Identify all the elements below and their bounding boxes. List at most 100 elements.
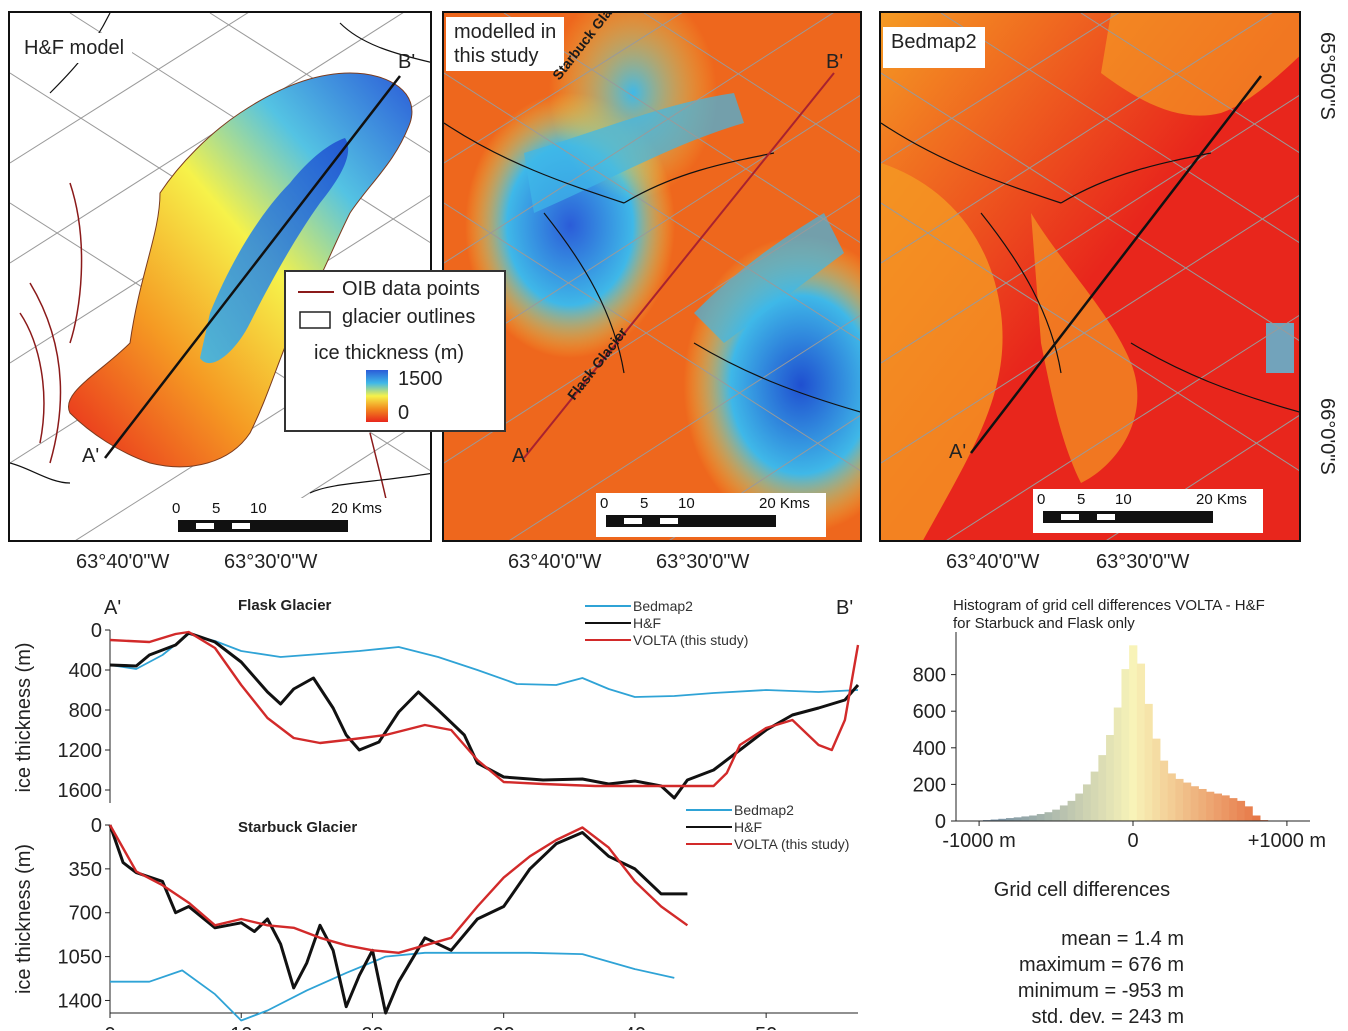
starbuck-profile-chart: 0 350 700 1050 1400 0 10 20 30 40 50 ice thickness … [13,802,858,1030]
series-line-1 [109,631,860,800]
legend-label: VOLTA (this study) [734,836,849,852]
chart-title: Starbuck Glacier [238,819,357,836]
chart-title: Flask Glacier [238,597,332,614]
x-tick-label: 30 [493,1024,515,1030]
lon-tick: 63°30'0"W [656,551,750,573]
y-tick-label: 1050 [58,947,103,969]
histogram-bar [1113,707,1122,821]
point-b-label: B' [826,51,844,73]
histogram-bar [1206,791,1215,821]
lon-tick: 63°40'0"W [946,551,1040,573]
x-tick-label: 50 [755,1024,777,1030]
series-line-2 [109,630,860,788]
y-tick-label: 600 [913,701,946,723]
histogram-bar [1144,703,1153,821]
histogram-bar [1229,798,1238,821]
y-tick-label: 800 [913,665,946,687]
histogram-bar [1075,793,1084,821]
legend-label: H&F [633,615,661,631]
histogram-bar [1013,817,1022,821]
series-line-0 [110,951,675,1022]
map-title: Bedmap2 [883,27,985,68]
point-a-label: A' [82,445,100,467]
y-tick-label: 1200 [58,740,103,762]
legend-label: H&F [734,819,762,835]
legend-oib-label: OIB data points [342,278,480,300]
y-tick-label: 0 [91,620,102,642]
stat-std-dev: std. dev. = 243 m [1031,1006,1185,1028]
stat-minimum: minimum = -953 m [1017,980,1184,1002]
histogram-bar [1106,734,1115,821]
y-tick-label: 350 [69,859,102,881]
map-title: H&F model [16,33,133,63]
scalebar: 0 5 10 20 Kms [596,493,826,537]
x-tick-label: 0 [1127,830,1138,852]
legend-outline-label: glacier outlines [342,306,476,328]
x-tick-label: 40 [624,1024,646,1030]
lon-tick: 63°30'0"W [224,551,318,573]
histogram-bar [1213,793,1222,821]
x-tick-label: 20 [361,1024,383,1030]
legend-label: Bedmap2 [734,802,794,818]
stat-maximum: maximum = 676 m [1018,954,1184,976]
y-tick-label: 1400 [58,990,103,1012]
y-tick-label: 200 [913,774,946,796]
histogram-bar [1244,806,1253,821]
y-tick-label: 0 [91,815,102,837]
map-volta-model: modelled in this study Starbuck Glacier … [442,11,862,542]
histogram-bar [1082,784,1092,821]
legend-label: VOLTA (this study) [633,632,748,648]
series-line-2 [108,824,689,955]
point-a-label: A' [512,445,530,467]
histogram-bar [1052,809,1061,821]
lon-tick: 63°40'0"W [508,551,602,573]
stat-mean: mean = 1.4 m [1061,928,1184,950]
histogram-bar [1221,795,1230,821]
histogram-bar [1059,805,1069,821]
lat-tick: 65°50'0"S [1316,32,1338,120]
map-bedmap2-canvas [881,13,1299,540]
histogram-bar [1021,816,1030,821]
map-legend: OIB data points glacier outlines ice thi… [284,270,506,432]
scalebar: 0 5 10 20 Kms [168,498,398,540]
map-volta-canvas [444,13,860,540]
scalebar: 0 5 10 20 Kms [1033,489,1263,533]
histogram-bar [1167,773,1176,821]
histogram-bar [1159,760,1169,821]
histogram-stats: mean = 1.4 m maximum = 676 m minimum = -… [960,926,1184,1030]
histogram-bar [1036,814,1045,821]
histogram-bar [1090,771,1099,821]
lon-tick: 63°30'0"W [1096,551,1190,573]
point-b-label: B' [398,51,416,73]
histogram-bar [1183,782,1192,821]
legend-max-label: 1500 [398,368,443,390]
legend-thickness-title: ice thickness (m) [314,342,465,364]
map-bedmap2: Bedmap2 A' 0 5 10 20 Kms [879,11,1301,542]
histogram-bar [990,819,999,821]
y-tick-label: 700 [69,903,102,925]
histogram-bar [1136,663,1146,821]
y-tick-label: 800 [69,700,102,722]
lat-tick: 66°0'0"S [1316,398,1338,475]
lon-tick: 63°40'0"W [76,551,170,573]
histogram-bar [1175,778,1184,821]
histogram-bar [1006,818,1015,821]
y-tick-label: 400 [913,738,946,760]
corner-label-a: A' [104,597,121,619]
legend-color-ramp [366,370,388,422]
histogram-bar [1252,815,1261,821]
flask-profile-chart: 04008001200160001020304050ice thickness … [13,597,860,803]
y-axis-label: ice thickness (m) [13,844,35,994]
y-tick-label: 1600 [58,780,103,802]
x-tick-label: 10 [230,1024,252,1030]
series-line-1 [108,824,688,1015]
map-title: modelled in this study [446,17,565,71]
legend-label: Bedmap2 [633,598,693,614]
histogram-bar [1190,786,1199,821]
histogram-bar [1098,755,1107,821]
x-tick-label: 0 [104,1024,115,1030]
point-a-label: A' [949,441,967,463]
y-tick-label: 400 [69,660,102,682]
legend-min-label: 0 [398,402,410,424]
